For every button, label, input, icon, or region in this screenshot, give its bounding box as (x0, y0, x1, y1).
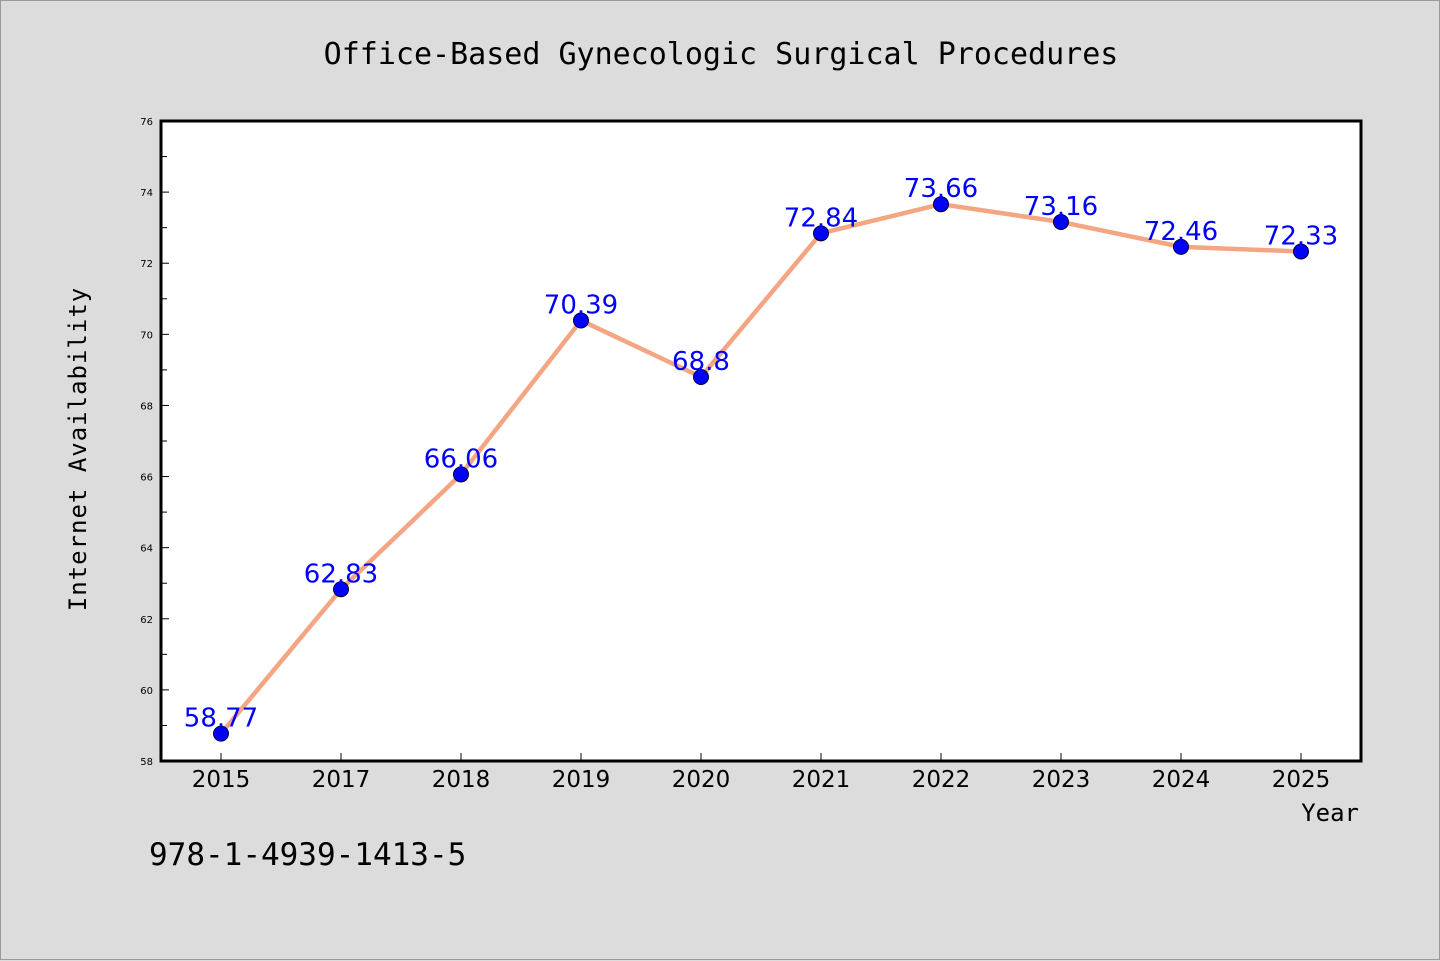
y-tick-label: 74 (140, 188, 153, 199)
data-label: 68.8 (672, 347, 730, 377)
data-point-marker (453, 466, 469, 483)
chart-title: Office-Based Gynecologic Surgical Proced… (324, 37, 1119, 72)
plot-border (159, 119, 1363, 763)
data-point-marker (333, 581, 349, 598)
x-tick-label: 2018 (432, 767, 491, 793)
y-tick-label: 76 (140, 117, 153, 128)
data-point-marker (933, 196, 949, 213)
y-tick-label: 62 (140, 615, 153, 626)
data-point-marker (1173, 238, 1189, 255)
x-tick-label: 2023 (1032, 767, 1091, 793)
y-tick-label: 60 (140, 686, 153, 697)
x-tick-label: 2019 (552, 767, 611, 793)
data-label: 66.06 (424, 444, 498, 474)
x-tick-label: 2020 (672, 767, 731, 793)
series-line-group: 58.77 62.83 66.06 70.39 68.8 72.84 73.66 73.16 7… (184, 174, 1338, 742)
data-point-marker (1293, 243, 1309, 260)
y-tick-label: 68 (140, 401, 153, 412)
data-label: 58.77 (184, 704, 258, 734)
data-point-marker (1053, 213, 1069, 230)
plot-area (161, 121, 1361, 761)
x-tick-label: 2025 (1272, 767, 1331, 793)
isbn-annotation: 978-1-4939-1413-5 (149, 837, 466, 873)
data-label: 72.46 (1144, 217, 1218, 247)
y-tick-label: 64 (140, 544, 153, 555)
x-tick-label: 2015 (192, 767, 251, 793)
data-label: 73.66 (904, 174, 978, 204)
data-point-marker (813, 225, 829, 242)
y-tick-label: 58 (140, 757, 153, 768)
data-label: 62.83 (304, 559, 378, 589)
x-tick-label: 2022 (912, 767, 971, 793)
series-line (219, 201, 1302, 736)
data-label: 72.84 (784, 203, 858, 233)
data-label: 72.33 (1264, 221, 1338, 251)
data-label: 70.39 (544, 290, 618, 320)
y-tick-label: 70 (140, 330, 153, 341)
x-tick-label: 2021 (792, 767, 851, 793)
x-tick-label: 2024 (1152, 767, 1211, 793)
x-axis-label: Year (1301, 799, 1359, 827)
y-tick-label: 72 (140, 259, 153, 270)
data-point-marker (693, 369, 709, 385)
data-point-marker (573, 312, 589, 329)
y-axis-label: Internet Availability (64, 287, 92, 611)
data-point-marker (213, 725, 229, 742)
x-tick-label: 2017 (312, 767, 371, 793)
y-tick-label: 66 (140, 473, 153, 484)
x-axis-ticks: 2015 2017 2018 2019 2020 2021 2022 2023 2024 2025 (192, 753, 1331, 793)
data-label: 73.16 (1024, 192, 1098, 222)
